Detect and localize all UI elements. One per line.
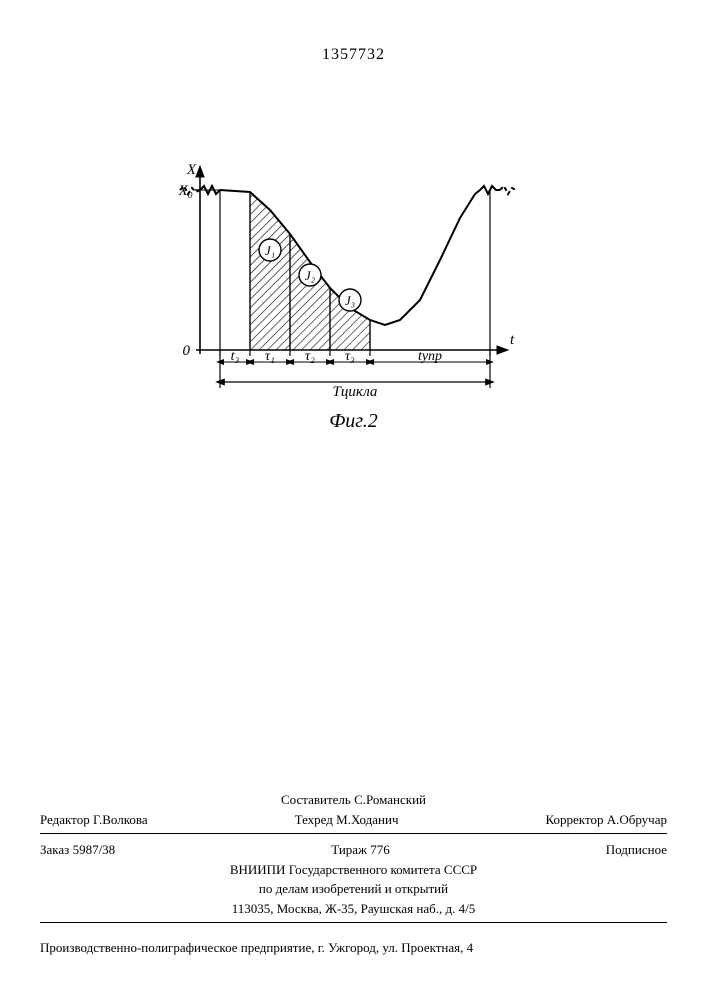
svg-text:J₁: J₁	[265, 243, 275, 258]
tirazh-label: Тираж	[331, 842, 367, 857]
order-number: 5987/38	[73, 842, 116, 857]
compiler-name: С.Романский	[354, 792, 426, 807]
separator-2	[40, 922, 667, 923]
techred-label: Техред	[295, 812, 333, 827]
corrector-label: Корректор	[546, 812, 604, 827]
svg-text:tупр: tупр	[418, 349, 442, 364]
svg-text:0: 0	[183, 343, 191, 359]
figure-2: X X₀ 0 t t₃ τ₁ τ₂ τ₃ tупр Tцикла J₁ J₂ J₃	[160, 160, 520, 440]
subscription: Подписное	[606, 840, 667, 860]
svg-text:Tцикла: Tцикла	[333, 384, 378, 400]
chart-svg: X X₀ 0 t t₃ τ₁ τ₂ τ₃ tупр Tцикла J₁ J₂ J₃	[160, 160, 520, 400]
svg-text:X: X	[186, 162, 197, 178]
org-line-1: ВНИИПИ Государственного комитета СССР	[40, 860, 667, 880]
figure-caption: Фиг.2	[0, 410, 707, 433]
svg-text:J₃: J₃	[345, 293, 355, 308]
techred-name: М.Ходанич	[336, 812, 398, 827]
svg-text:X₀: X₀	[178, 183, 193, 199]
org-line-2: по делам изобретений и открытий	[40, 879, 667, 899]
editor-name: Г.Волкова	[93, 812, 148, 827]
svg-text:τ₃: τ₃	[345, 349, 355, 364]
svg-text:J₂: J₂	[305, 268, 316, 283]
svg-text:t: t	[510, 332, 515, 348]
tirazh-value: 776	[370, 842, 390, 857]
footer-line: Производственно-полиграфическое предприя…	[40, 940, 667, 956]
svg-text:t₃: t₃	[231, 349, 240, 364]
document-number: 1357732	[0, 46, 707, 64]
colophon-block: Составитель С.Романский Редактор Г.Волко…	[40, 790, 667, 929]
svg-text:τ₁: τ₁	[265, 349, 275, 364]
svg-text:τ₂: τ₂	[305, 349, 315, 364]
org-address: 113035, Москва, Ж-35, Раушская наб., д. …	[40, 899, 667, 919]
order-label: Заказ	[40, 842, 69, 857]
page: 1357732 XX₀0tt₃τ₁τ₂τ₃tупрTциклаJ₁J₂J₃ Ф	[0, 0, 707, 1000]
corrector-name: А.Обручар	[607, 812, 667, 827]
editor-label: Редактор	[40, 812, 90, 827]
compiler-label: Составитель	[281, 792, 351, 807]
separator-1	[40, 833, 667, 834]
